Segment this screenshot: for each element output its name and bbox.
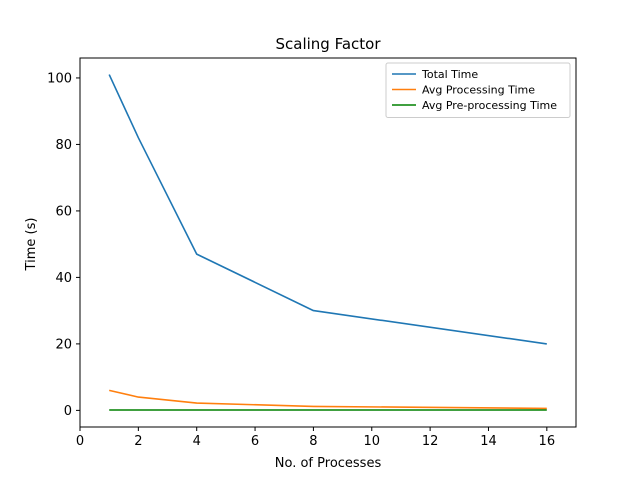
x-tick-label: 2	[134, 434, 142, 449]
plot-lines	[108, 74, 547, 411]
x-tick-label: 0	[76, 434, 84, 449]
x-tick-label: 6	[251, 434, 259, 449]
y-axis-label: Time (s)	[24, 218, 39, 272]
axis-ticks: 0 2 4 6 8 10 12 14 16 0 20 40 60 80 100	[47, 71, 555, 449]
legend-label: Avg Pre-processing Time	[422, 99, 557, 112]
x-tick-label: 12	[422, 434, 439, 449]
series-line-1	[108, 74, 547, 345]
y-tick-label: 80	[55, 138, 72, 153]
x-tick-label: 10	[363, 434, 380, 449]
x-tick-label: 8	[309, 434, 317, 449]
legend-box	[385, 62, 571, 118]
series-line-2	[109, 389, 547, 410]
x-tick-label: 14	[480, 434, 497, 449]
y-tick-label: 20	[55, 337, 72, 352]
legend-label: Total Time	[421, 68, 478, 81]
x-tick-label: 4	[193, 434, 201, 449]
legend: Total Time Avg Processing Time Avg Pre-pro…	[385, 62, 571, 118]
y-tick-label: 40	[55, 271, 72, 286]
legend-label: Avg Processing Time	[422, 84, 535, 97]
chart-title: Scaling Factor	[275, 35, 381, 53]
y-tick-label: 60	[55, 204, 72, 219]
y-tick-label: 0	[64, 404, 72, 419]
y-tick-label: 100	[47, 71, 72, 86]
x-axis-label: No. of Processes	[275, 456, 382, 471]
plot-frame	[79, 57, 577, 428]
x-tick-label: 16	[539, 434, 556, 449]
